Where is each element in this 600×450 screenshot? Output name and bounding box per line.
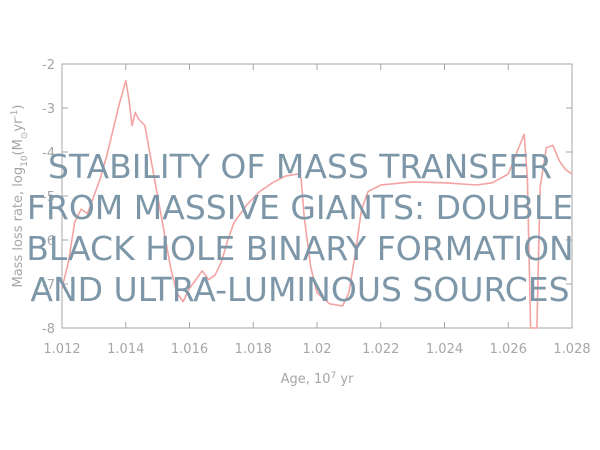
series-layer bbox=[61, 79, 573, 329]
mass-loss-series-line bbox=[61, 79, 573, 329]
overlay-title-line-2: FROM MASSIVE GIANTS: DOUBLE bbox=[26, 188, 574, 227]
y-tick-label: -4 bbox=[42, 146, 55, 161]
x-tick-label: 1.02 bbox=[303, 342, 332, 357]
y-axis-title-sun-symbol: ⊙ bbox=[20, 132, 30, 140]
x-axis-title-exponent: 7 bbox=[331, 371, 337, 381]
overlay-title-line-3: BLACK HOLE BINARY FORMATION bbox=[26, 229, 574, 268]
overlay-title-line-4: AND ULTRA-LUMINOUS SOURCES bbox=[30, 270, 570, 309]
y-tick-label: -3 bbox=[42, 102, 55, 117]
x-tick-label: 1.026 bbox=[490, 342, 527, 357]
x-tick-label: 1.022 bbox=[362, 342, 399, 357]
x-tick-label: 1.018 bbox=[235, 342, 272, 357]
y-axis-title-close: ) bbox=[11, 105, 26, 110]
overlay-title: STABILITY OF MASS TRANSFER FROM MASSIVE … bbox=[0, 146, 600, 310]
y-tick-label: -8 bbox=[42, 322, 55, 337]
y-axis-title-text: Mass loss rate, log bbox=[11, 167, 26, 288]
y-axis-title-unit: yr bbox=[11, 118, 26, 132]
y-tick-label: -2 bbox=[42, 58, 55, 73]
overlay-title-line-1: STABILITY OF MASS TRANSFER bbox=[47, 147, 552, 186]
x-tick-label: 1.014 bbox=[107, 342, 144, 357]
y-axis-title: Mass loss rate, log10(M⊙yr-1) bbox=[10, 105, 30, 288]
x-axis-title-text: Age, 10 bbox=[281, 372, 331, 387]
x-tick-label: 1.012 bbox=[43, 342, 80, 357]
x-axis-title-unit: yr bbox=[336, 372, 354, 387]
y-axis-title-subscript: 10 bbox=[20, 155, 30, 167]
y-axis-title-open: (M bbox=[11, 139, 26, 155]
y-axis-title-exponent: -1 bbox=[10, 110, 20, 119]
x-tick-label: 1.024 bbox=[426, 342, 463, 357]
x-tick-label: 1.016 bbox=[171, 342, 208, 357]
y-tick-label: -7 bbox=[42, 278, 55, 293]
y-tick-label: -6 bbox=[42, 234, 55, 249]
axis-ticks bbox=[61, 63, 573, 329]
y-tick-label: -5 bbox=[42, 190, 55, 205]
tick-labels: 1.012 1.014 1.016 1.018 1.02 1.022 1.024 1.026 1… bbox=[42, 58, 591, 357]
x-tick-label: 1.028 bbox=[553, 342, 590, 357]
x-axis-title: Age, 107 yr bbox=[281, 371, 355, 387]
